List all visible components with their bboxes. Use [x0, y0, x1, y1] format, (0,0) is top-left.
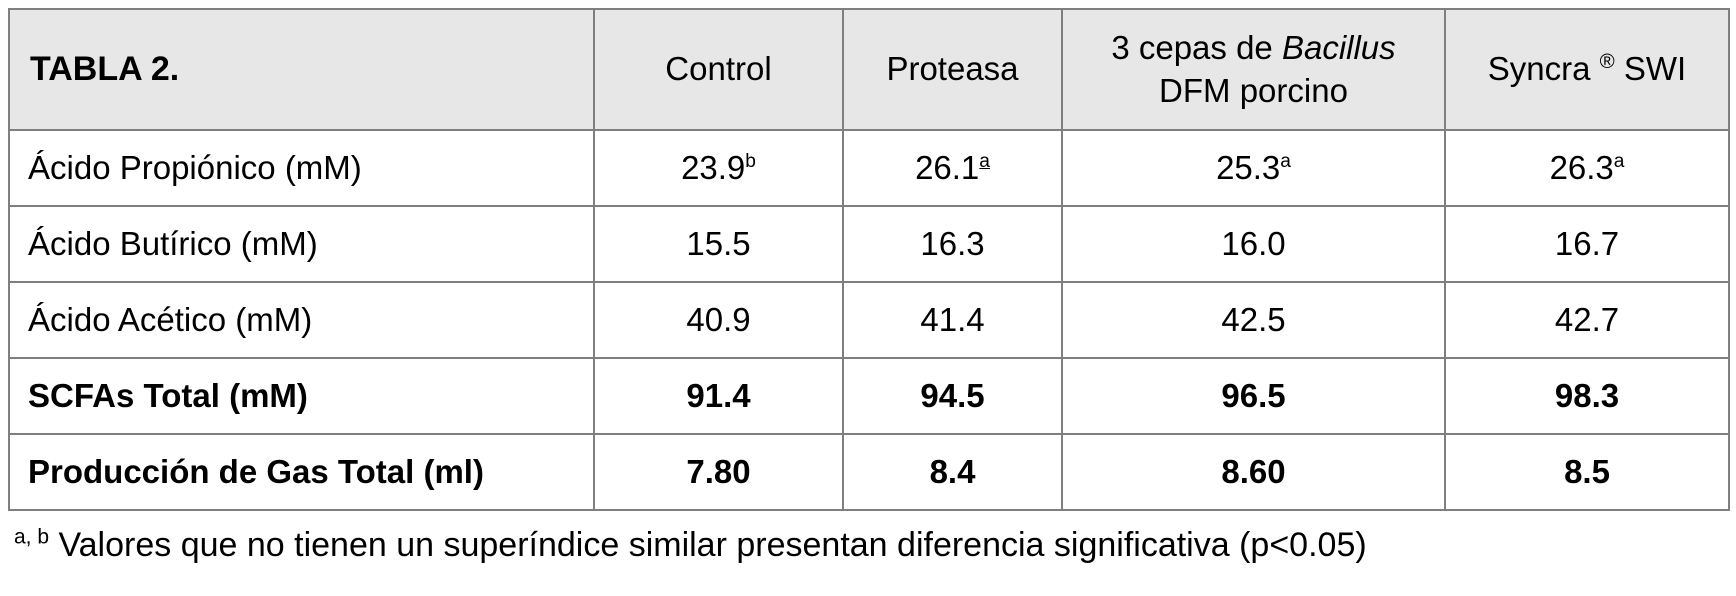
tabla-2-table: TABLA 2. Control Proteasa 3 cepas de Bacill… — [8, 8, 1730, 511]
row-label: SCFAs Total (mM) — [8, 357, 595, 435]
significance-superscript: b — [745, 151, 756, 172]
table-cell: 26.1a — [842, 129, 1063, 207]
table-cell: 40.9 — [593, 281, 844, 359]
table-cell: 16.3 — [842, 205, 1063, 283]
table-row: Ácido Acético (mM) 40.9 41.4 42.5 42.7 — [8, 281, 1730, 359]
table-cell: 96.5 — [1061, 357, 1446, 435]
significance-superscript: a — [1280, 151, 1291, 172]
column-header-control: Control — [593, 8, 844, 131]
footnote-superscript: a, b — [14, 525, 50, 549]
significance-superscript: a — [979, 151, 990, 172]
column-header-bacillus-dfm: 3 cepas de Bacillus DFM porcino — [1061, 8, 1446, 131]
table-cell: 91.4 — [593, 357, 844, 435]
table-cell: 8.4 — [842, 433, 1063, 511]
table-footnote: a, b Valores que no tienen un superíndic… — [14, 525, 1728, 566]
table-cell: 98.3 — [1444, 357, 1730, 435]
table-cell: 8.5 — [1444, 433, 1730, 511]
table-cell: 42.5 — [1061, 281, 1446, 359]
table-row: Producción de Gas Total (ml) 7.80 8.4 8.60 8… — [8, 433, 1730, 511]
table-cell: 16.0 — [1061, 205, 1446, 283]
table-title: TABLA 2. — [8, 8, 595, 131]
footnote-text: Valores que no tienen un superíndice sim… — [58, 526, 1367, 564]
row-label: Ácido Butírico (mM) — [8, 205, 595, 283]
table-row: Ácido Butírico (mM) 15.5 16.3 16.0 16.7 — [8, 205, 1730, 283]
table-row: SCFAs Total (mM) 91.4 94.5 96.5 98.3 — [8, 357, 1730, 435]
table-cell: 94.5 — [842, 357, 1063, 435]
significance-superscript: a — [1613, 151, 1625, 172]
column-header-proteasa: Proteasa — [842, 8, 1063, 131]
column-header-syncra-swi: Syncra ® SWI — [1444, 8, 1730, 131]
table-cell: 8.60 — [1061, 433, 1446, 511]
row-label: Ácido Propiónico (mM) — [8, 129, 595, 207]
table-cell: 41.4 — [842, 281, 1063, 359]
table-header-row: TABLA 2. Control Proteasa 3 cepas de Bacill… — [8, 8, 1730, 131]
table-cell: 23.9b — [593, 129, 844, 207]
row-label: Ácido Acético (mM) — [8, 281, 595, 359]
table-cell: 15.5 — [593, 205, 844, 283]
page: TABLA 2. Control Proteasa 3 cepas de Bacill… — [8, 8, 1730, 566]
table-cell: 25.3a — [1061, 129, 1446, 207]
table-cell: 7.80 — [593, 433, 844, 511]
table-cell: 42.7 — [1444, 281, 1730, 359]
table-row: Ácido Propiónico (mM) 23.9b 26.1a 25.3a 26.3… — [8, 129, 1730, 207]
row-label: Producción de Gas Total (ml) — [8, 433, 595, 511]
table-cell: 16.7 — [1444, 205, 1730, 283]
table-cell: 26.3a — [1444, 129, 1730, 207]
